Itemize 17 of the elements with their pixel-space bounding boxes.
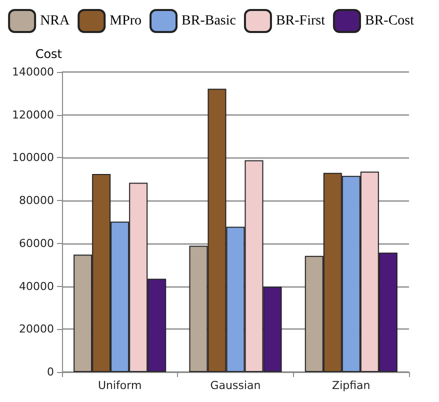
y-tick-label: 120000 <box>12 108 54 122</box>
legend-label: NRA <box>40 14 71 28</box>
y-axis-title: Cost <box>35 47 62 61</box>
legend-label: BR-Cost <box>364 14 414 28</box>
y-tick-label: 0 <box>47 366 54 378</box>
legend-label: BR-Basic <box>182 14 236 28</box>
y-tick-label: 20000 <box>19 322 54 336</box>
y-tick-label: 80000 <box>19 194 54 208</box>
y-tick-label: 40000 <box>19 280 54 293</box>
x-tick-label: Zipfian <box>332 379 370 392</box>
legend-label: BR-First <box>276 14 326 28</box>
y-tick-label: 60000 <box>19 236 54 250</box>
y-tick-label: 100000 <box>12 151 54 164</box>
legend-label: MPro <box>110 14 142 28</box>
y-tick-label: 140000 <box>12 66 54 78</box>
x-tick-label: Uniform <box>98 379 142 392</box>
x-tick-label: Gaussian <box>210 379 261 392</box>
